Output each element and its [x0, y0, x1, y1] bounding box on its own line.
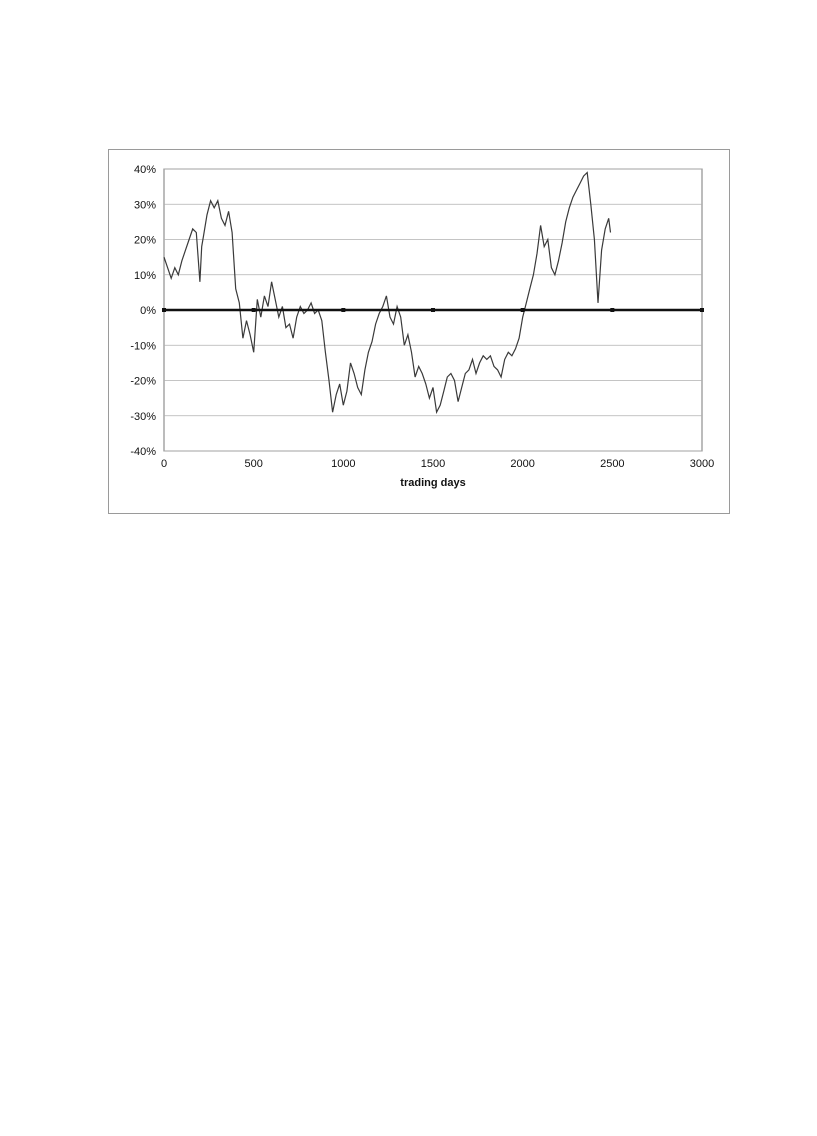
y-axis-tick-labels: 40% 30% 20% 10% 0% -10% -20% -30% -40%: [130, 164, 156, 458]
y-tick-label: 0%: [140, 305, 156, 317]
zero-line-marker: [520, 308, 525, 312]
x-tick-label: 500: [244, 458, 262, 470]
zero-line-marker: [431, 308, 435, 312]
zero-line-group: [162, 308, 704, 312]
zero-line-marker: [610, 308, 615, 312]
zero-line-marker: [162, 308, 166, 312]
y-tick-label: 20%: [134, 235, 156, 247]
y-tick-label: -10%: [130, 340, 156, 352]
y-tick-label: 10%: [134, 270, 156, 282]
x-tick-label: 2500: [600, 458, 624, 470]
x-axis-title: trading days: [400, 477, 465, 489]
x-tick-label: 3000: [690, 458, 714, 470]
y-tick-label: -30%: [130, 411, 156, 423]
x-axis-tick-labels: 0 500 1000 1500 2000 2500 3000: [161, 458, 714, 470]
zero-line-marker: [251, 308, 256, 312]
zero-line-marker: [341, 308, 346, 312]
y-tick-label: -40%: [130, 446, 156, 458]
chart-frame: 40% 30% 20% 10% 0% -10% -20% -30% -40% 0 500 1000 1…: [108, 149, 730, 514]
series-line: [163, 171, 612, 415]
y-tick-label: 40%: [134, 164, 156, 176]
y-tick-label: 30%: [134, 199, 156, 211]
x-tick-label: 0: [161, 458, 167, 470]
zero-line-marker: [700, 308, 704, 312]
line-chart: 40% 30% 20% 10% 0% -10% -20% -30% -40% 0 500 1000 1…: [130, 164, 714, 489]
x-tick-label: 2000: [510, 458, 534, 470]
x-tick-label: 1500: [421, 458, 445, 470]
x-tick-label: 1000: [331, 458, 355, 470]
y-tick-label: -20%: [130, 376, 156, 388]
